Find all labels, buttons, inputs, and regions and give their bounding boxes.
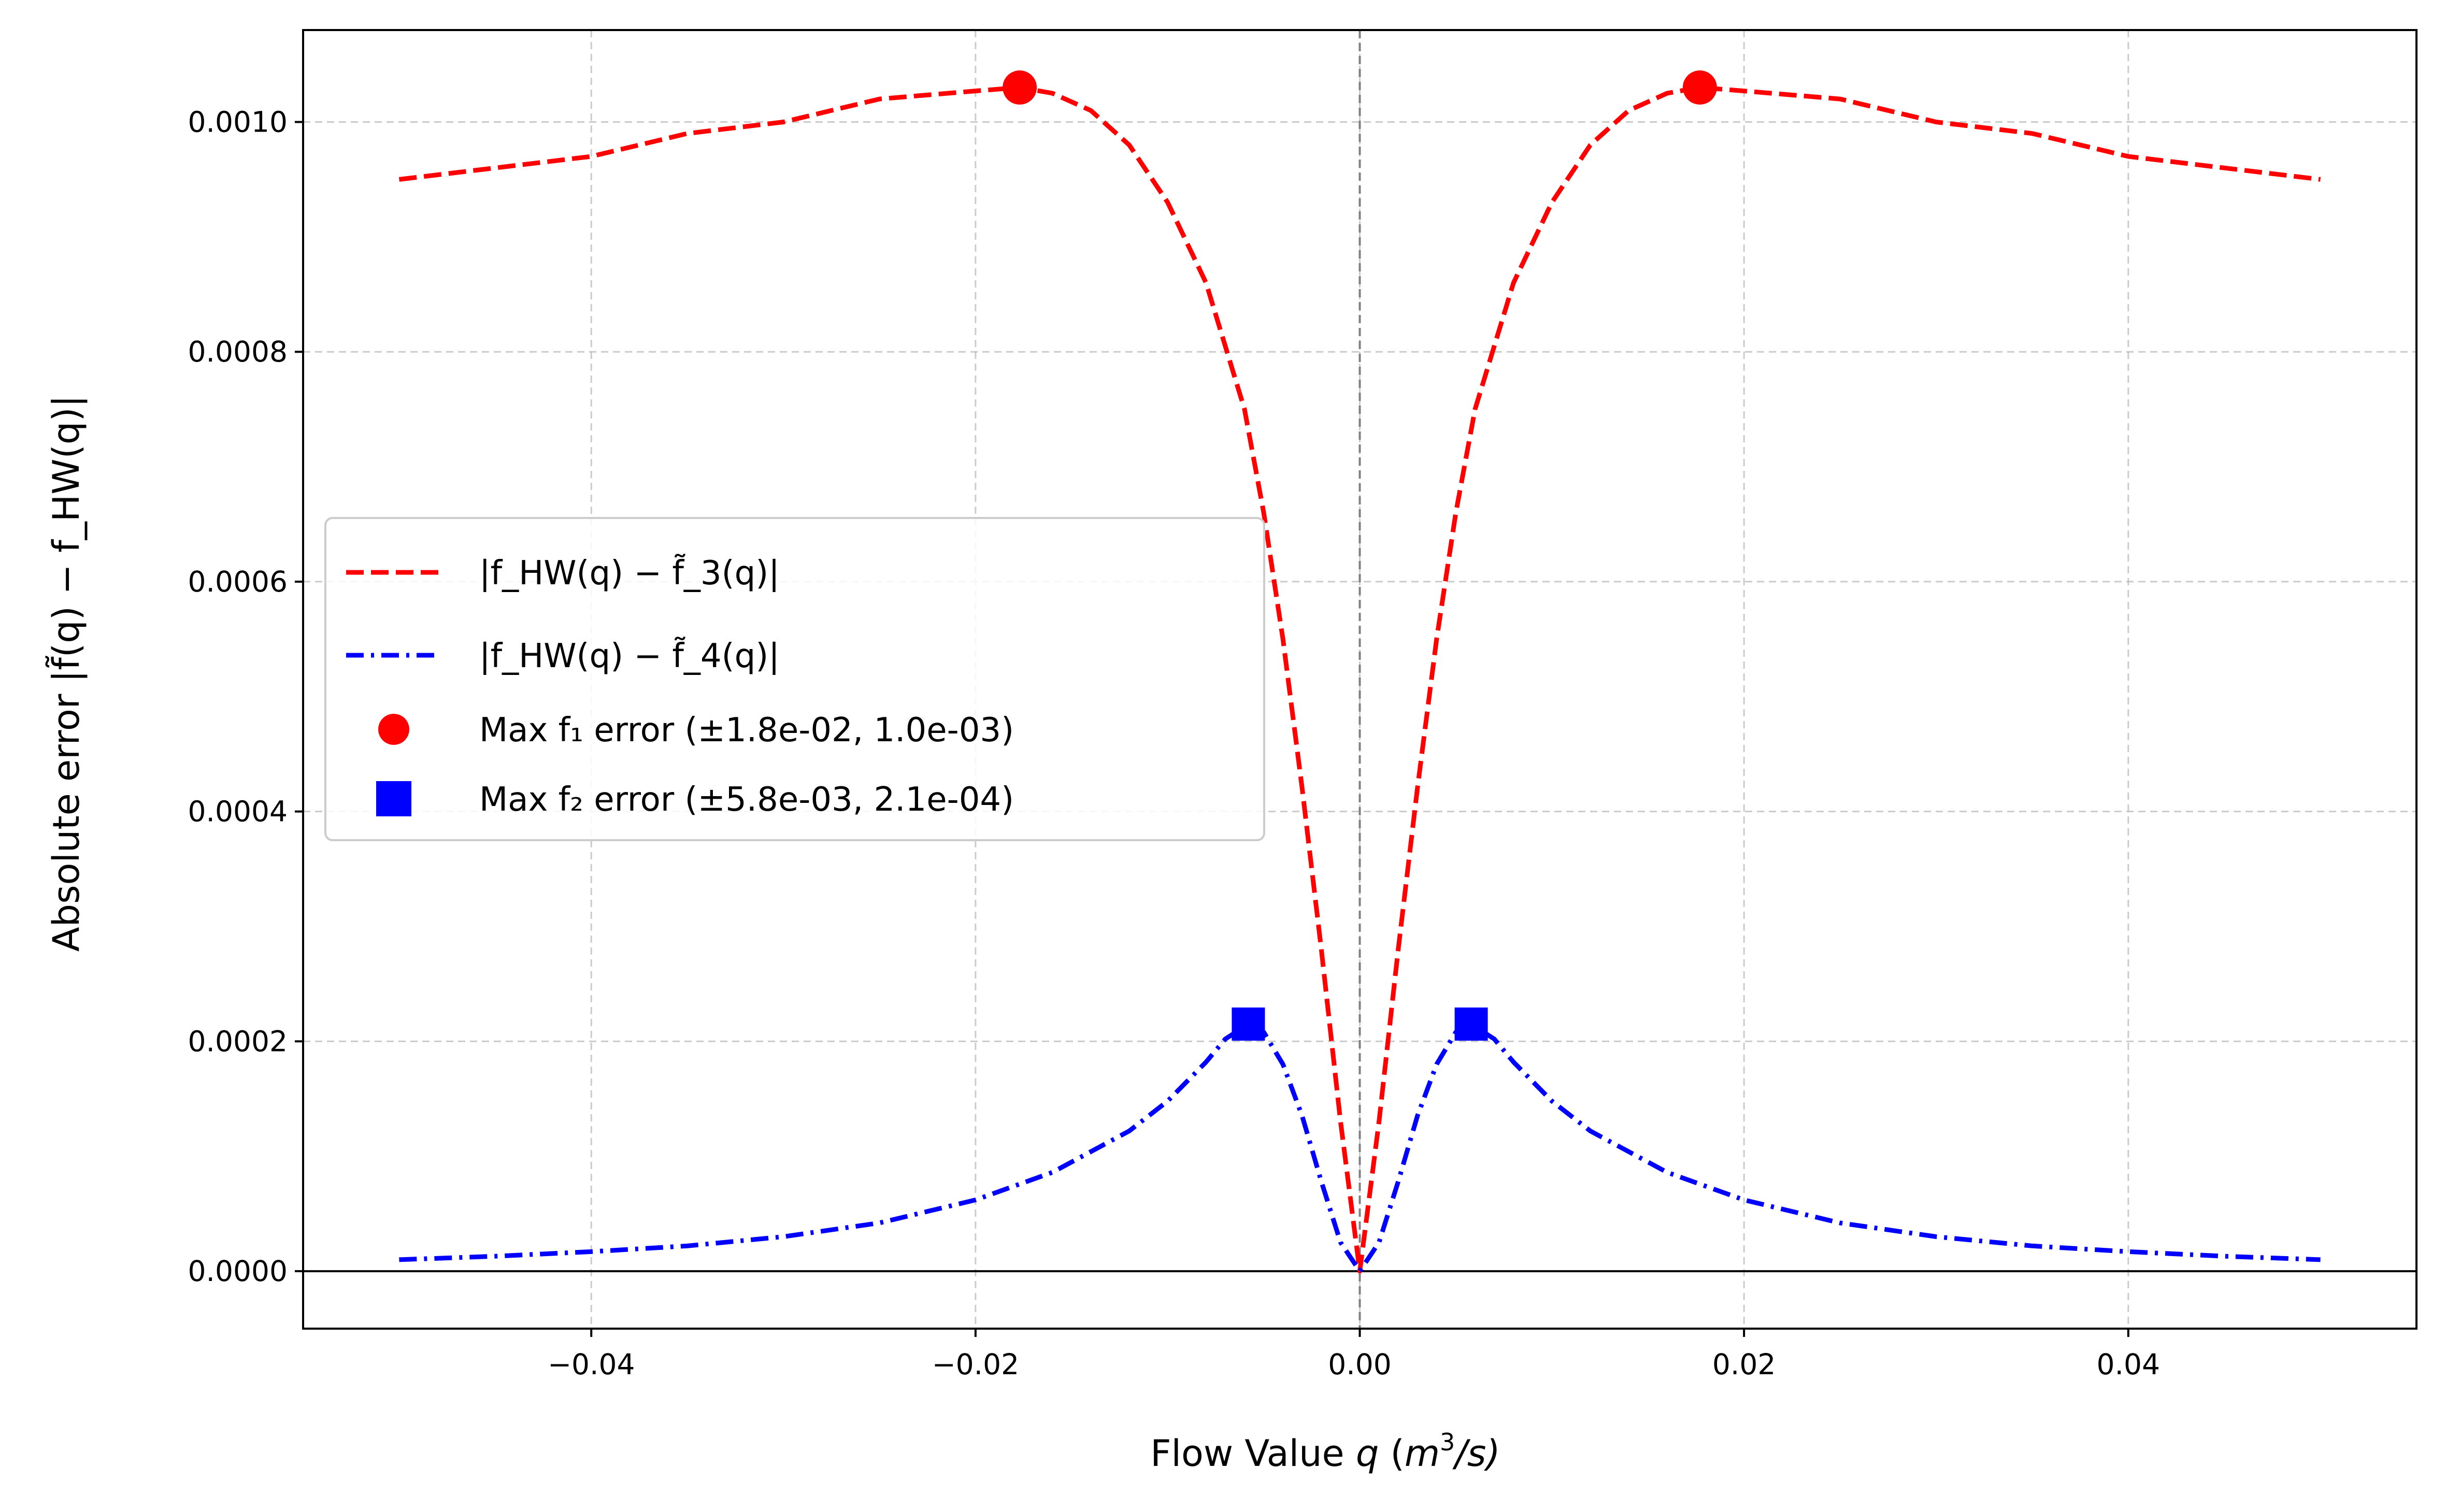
series-line-1 <box>398 85 2321 1274</box>
legend-box <box>324 517 1265 841</box>
y-axis-label: Absolute error |f̃(q) − f_HW(q)| <box>45 395 88 952</box>
y-tick-label: 0.0004 <box>188 795 288 828</box>
legend-label-series-1: |f_HW(q) − f̃_3(q)| <box>479 553 780 593</box>
y-tick-label: 0.0002 <box>188 1025 288 1058</box>
legend-marker-square <box>376 781 411 816</box>
y-tick-label: 0.0008 <box>188 335 288 368</box>
x-tick-label: 0.02 <box>1712 1348 1776 1381</box>
legend-marker-circle <box>378 714 409 745</box>
y-tick-label: 0.0006 <box>188 565 288 598</box>
y-tick-label: 0.0010 <box>188 105 288 138</box>
x-tick-label: −0.02 <box>932 1348 1020 1381</box>
x-tick-label: 0.04 <box>2097 1348 2160 1381</box>
x-tick-label: −0.04 <box>548 1348 635 1381</box>
max-error-marker-square <box>1454 1007 1488 1041</box>
max-error-marker-square <box>1232 1007 1265 1041</box>
x-axis-ticks: −0.04 −0.02 0.00 0.02 0.04 <box>548 1329 2160 1381</box>
max-error-marker-circle <box>1003 70 1037 105</box>
marker-layer <box>1003 70 1717 1041</box>
legend-label-marker-2: Max f₂ error (±5.8e-03, 2.1e-04) <box>479 781 1014 819</box>
series-layer <box>398 85 2321 1274</box>
x-axis-label: Flow Value q (m3/s) <box>1150 1428 1500 1475</box>
legend-label-marker-1: Max f₁ error (±1.8e-02, 1.0e-03) <box>479 711 1014 750</box>
max-error-marker-circle <box>1682 70 1717 105</box>
legend: |f_HW(q) − f̃_3(q)| |f_HW(q) − f̃_4(q)| … <box>324 517 1265 841</box>
y-axis-ticks: 0.0000 0.0002 0.0004 0.0006 0.0008 0.0010 <box>188 105 303 1288</box>
legend-label-series-2: |f_HW(q) − f̃_4(q)| <box>479 636 780 675</box>
x-tick-label: 0.00 <box>1328 1348 1391 1381</box>
y-tick-label: 0.0000 <box>188 1255 288 1288</box>
series-line-2 <box>399 1021 2321 1274</box>
